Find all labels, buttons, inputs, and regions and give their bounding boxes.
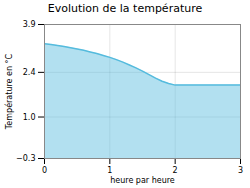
svg-text:0: 0: [42, 166, 47, 175]
svg-text:1: 1: [107, 166, 112, 175]
svg-text:3.9: 3.9: [23, 20, 36, 29]
html-text:Evolution de la température: Evolution de la température: [47, 2, 203, 15]
svg-text:3: 3: [238, 166, 243, 175]
svg-text:−0.3: −0.3: [16, 154, 35, 163]
svg-text:heure par heure: heure par heure: [110, 176, 175, 185]
svg-text:2.4: 2.4: [23, 68, 36, 77]
svg-text:2: 2: [173, 166, 178, 175]
svg-text:Température en °C: Température en °C: [4, 53, 14, 130]
svg-text:1.0: 1.0: [23, 113, 36, 122]
